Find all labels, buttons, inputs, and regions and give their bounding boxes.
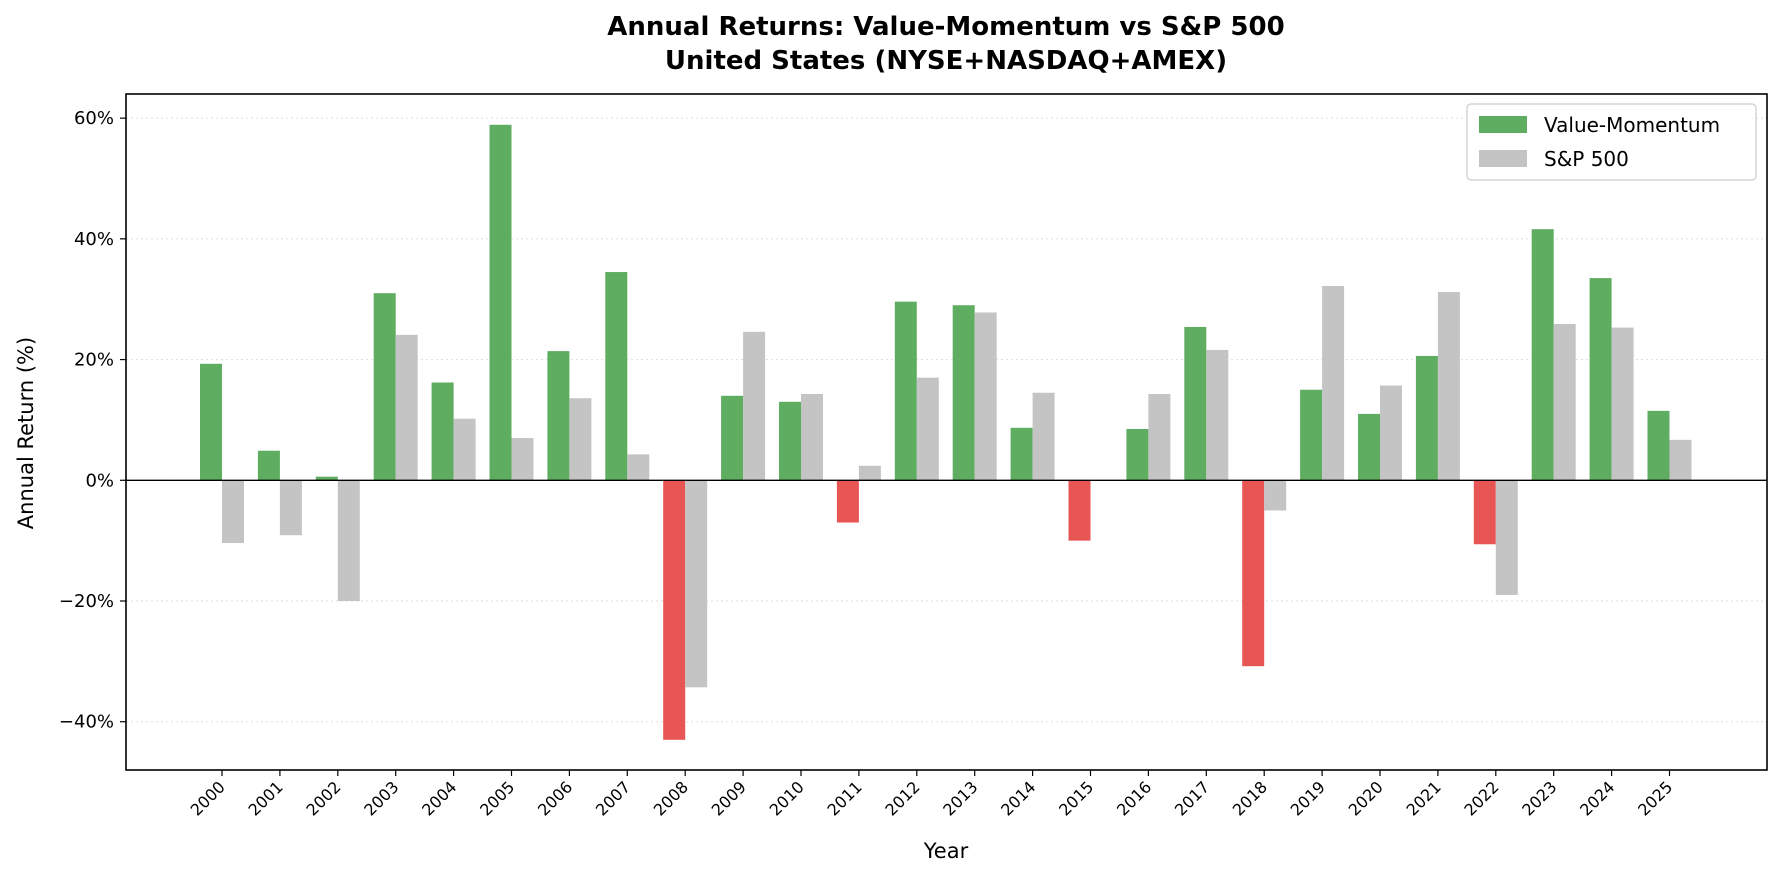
legend-box	[1466, 103, 1757, 181]
bars-group	[200, 124, 1692, 740]
bar-sp500-2024	[1611, 327, 1634, 481]
y-tick-label: 0%	[85, 470, 114, 491]
bar-value-momentum-2012	[894, 301, 917, 481]
chart-subtitle: United States (NYSE+NASDAQ+AMEX)	[665, 46, 1227, 76]
bar-sp500-2002	[337, 480, 360, 601]
bar-value-momentum-2009	[721, 395, 744, 481]
bar-sp500-2021	[1437, 291, 1460, 481]
bar-sp500-2011	[858, 465, 881, 481]
bar-value-momentum-2020	[1358, 413, 1380, 481]
bar-value-momentum-2016	[1126, 428, 1149, 481]
bar-value-momentum-2011	[836, 480, 859, 523]
bar-sp500-2025	[1669, 439, 1692, 481]
bar-value-momentum-2024	[1589, 278, 1612, 481]
bar-value-momentum-2018	[1242, 480, 1265, 667]
bar-value-momentum-2013	[952, 305, 975, 481]
bar-sp500-2018	[1264, 480, 1287, 511]
bar-sp500-2009	[743, 331, 766, 481]
plot-area-frame	[125, 93, 1768, 771]
y-tick-label: −40%	[59, 712, 114, 733]
legend-label-sp500: S&P 500	[1544, 147, 1629, 171]
y-axis-ticks: −40% −20% 0% 20% 40% 60%	[59, 108, 126, 733]
y-axis-label: Annual Return (%)	[14, 337, 38, 529]
bar-value-momentum-2021	[1415, 355, 1438, 481]
x-axis-label: Year	[923, 839, 969, 863]
legend-swatch-sp500	[1479, 150, 1527, 167]
bar-sp500-2007	[627, 454, 650, 481]
bar-sp500-2020	[1380, 385, 1402, 481]
y-tick-label: 60%	[74, 108, 114, 129]
bar-sp500-2017	[1206, 349, 1229, 481]
bar-value-momentum-2025	[1647, 410, 1670, 481]
bar-sp500-2022	[1495, 480, 1518, 595]
bar-value-momentum-2022	[1473, 480, 1496, 545]
bar-sp500-2005	[511, 438, 534, 481]
bar-value-momentum-2019	[1300, 389, 1323, 481]
bar-sp500-2010	[801, 393, 823, 481]
bar-value-momentum-2017	[1184, 326, 1207, 481]
bar-sp500-2000	[222, 480, 244, 544]
y-tick-label: 40%	[74, 229, 114, 250]
bar-sp500-2004	[453, 418, 476, 481]
bar-value-momentum-2002	[315, 476, 338, 481]
bar-sp500-2008	[685, 480, 708, 688]
bar-sp500-2013	[974, 312, 997, 481]
bar-value-momentum-2001	[257, 450, 280, 481]
bar-value-momentum-2004	[431, 382, 454, 481]
y-tick-label: 20%	[74, 350, 114, 371]
legend-label-value-momentum: Value-Momentum	[1544, 113, 1720, 137]
bar-value-momentum-2008	[663, 480, 686, 740]
y-tick-label: −20%	[59, 591, 114, 612]
bar-value-momentum-2015	[1068, 480, 1091, 541]
bar-sp500-2012	[916, 377, 939, 481]
chart-title: Annual Returns: Value-Momentum vs S&P 50…	[607, 12, 1284, 42]
bar-sp500-2016	[1148, 393, 1171, 481]
bar-sp500-2014	[1032, 392, 1055, 481]
bar-value-momentum-2014	[1010, 427, 1033, 481]
bar-value-momentum-2023	[1531, 229, 1554, 481]
bar-sp500-2023	[1553, 323, 1576, 481]
bar-value-momentum-2010	[779, 401, 801, 481]
bar-sp500-2019	[1322, 285, 1345, 481]
legend: Value-Momentum S&P 500	[1466, 103, 1757, 181]
bar-sp500-2006	[569, 398, 592, 481]
bar-value-momentum-2000	[200, 363, 222, 481]
bar-value-momentum-2005	[489, 124, 512, 481]
bar-sp500-2003	[395, 334, 418, 481]
legend-swatch-value-momentum	[1479, 116, 1527, 133]
bar-value-momentum-2006	[547, 351, 570, 481]
bar-value-momentum-2007	[605, 272, 628, 481]
bar-sp500-2001	[279, 480, 302, 536]
bar-value-momentum-2003	[373, 293, 396, 481]
